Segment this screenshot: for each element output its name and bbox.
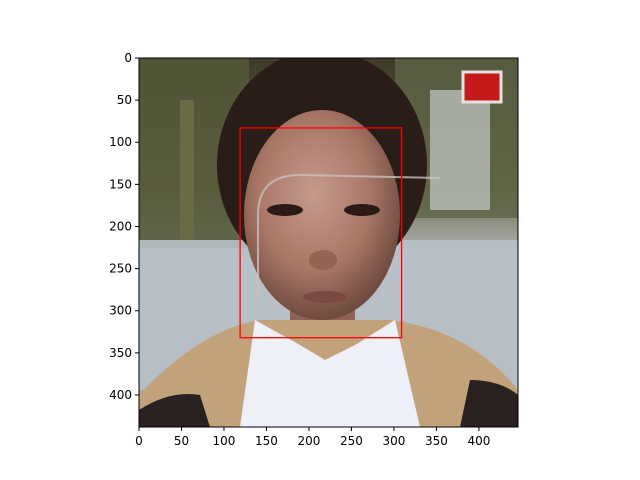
red-sign [461,70,503,104]
dark-clothing [139,394,210,427]
axes-frame [138,57,519,428]
x-tick-label: 200 [298,434,321,448]
y-tick-label: 400 [109,388,132,402]
left-eye [267,204,303,216]
right-eye [344,204,380,216]
x-tick-label: 100 [213,434,236,448]
x-tick-label: 0 [135,434,143,448]
bright-patch-right [430,90,490,210]
y-axis: 0 50 100 150 200 250 300 350 400 [109,51,139,402]
y-tick-label: 350 [109,346,132,360]
y-tick-label: 0 [124,51,132,65]
glare-arc [257,173,441,300]
y-tick-label: 50 [117,93,132,107]
x-tick-label: 350 [425,434,448,448]
face-photo [139,58,518,427]
x-tick-label: 300 [382,434,405,448]
nose [309,250,337,270]
pole-left [180,100,194,240]
x-tick-label: 250 [340,434,363,448]
y-tick-label: 300 [109,304,132,318]
scarf [240,320,420,427]
y-tick-label: 250 [109,262,132,276]
detection-box [239,127,403,339]
y-tick-label: 200 [109,219,132,233]
x-tick-label: 150 [255,434,278,448]
face [244,110,400,320]
dark-clothing-right [460,380,518,427]
x-tick-label: 400 [467,434,490,448]
mouth [303,291,347,303]
y-tick-label: 150 [109,177,132,191]
y-tick-label: 100 [109,135,132,149]
x-tick-label: 50 [174,434,189,448]
x-axis: 0 50 100 150 200 250 300 350 400 [135,427,490,448]
